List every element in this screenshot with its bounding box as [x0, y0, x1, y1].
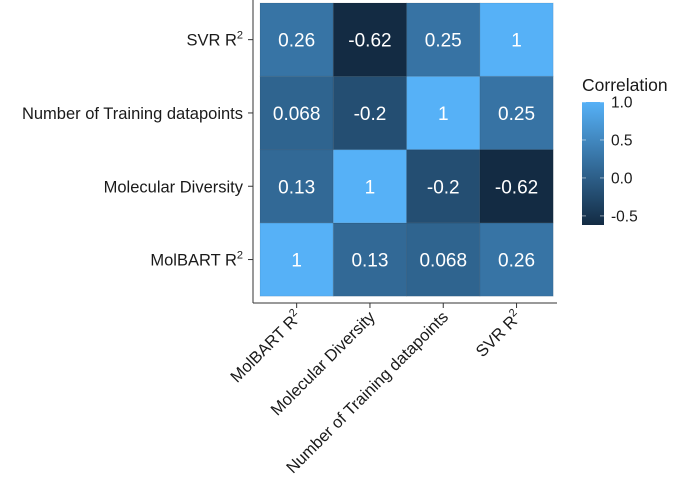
heatmap-tile: [259, 75, 334, 151]
tile-label: 0.25: [425, 31, 462, 52]
y-tick-label: Molecular Diversity: [104, 178, 244, 196]
tile-label: -0.2: [427, 177, 460, 198]
tile-label: 1: [291, 251, 302, 272]
tile-label: -0.62: [495, 177, 538, 198]
tile-label: -0.2: [354, 104, 387, 125]
tile-label: 0.25: [498, 104, 535, 125]
tile-label: 0.13: [351, 251, 388, 272]
heatmap-tile: [406, 149, 481, 224]
tile-label: 1: [438, 104, 449, 125]
heatmap-tile: [332, 2, 408, 77]
x-tick-label: MolBART R2: [226, 307, 306, 387]
y-tick-label: MolBART R2: [150, 250, 243, 270]
legend-tick-label: 0.0: [611, 170, 633, 187]
tile-label: 0.26: [498, 251, 535, 272]
y-tick-label: Number of Training datapoints: [22, 105, 243, 123]
heatmap-tile: [259, 2, 334, 77]
legend-tick-label: 0.5: [611, 132, 633, 149]
x-tick-label: SVR R2: [471, 307, 525, 361]
heatmap-tile: [259, 222, 334, 297]
tile-label: 1: [511, 31, 522, 52]
tile-label: 0.068: [419, 251, 467, 272]
legend-title: Correlation: [582, 75, 668, 95]
y-tick-label: SVR R2: [186, 30, 243, 50]
legend-tick-label: 1.0: [611, 95, 633, 112]
legend-tick-label: -0.5: [611, 208, 638, 225]
heatmap-tile: [479, 2, 554, 77]
tile-label: 1: [365, 177, 376, 198]
tile-label: 0.068: [273, 104, 321, 125]
tile-label: 0.13: [278, 177, 315, 198]
heatmap-tile: [332, 222, 408, 297]
heatmap-tile: [259, 149, 334, 224]
tile-label: 0.26: [278, 31, 315, 52]
tile-label: -0.62: [348, 31, 391, 52]
heatmap-tile: [479, 149, 554, 224]
heatmap-tile: [332, 75, 408, 151]
heatmap-tile: [479, 222, 554, 297]
heatmap-tile: [479, 75, 554, 151]
legend-colorbar: [582, 102, 604, 225]
heatmap-tile: [332, 149, 408, 224]
x-tick-label: Number of Training datapoints: [283, 308, 452, 477]
